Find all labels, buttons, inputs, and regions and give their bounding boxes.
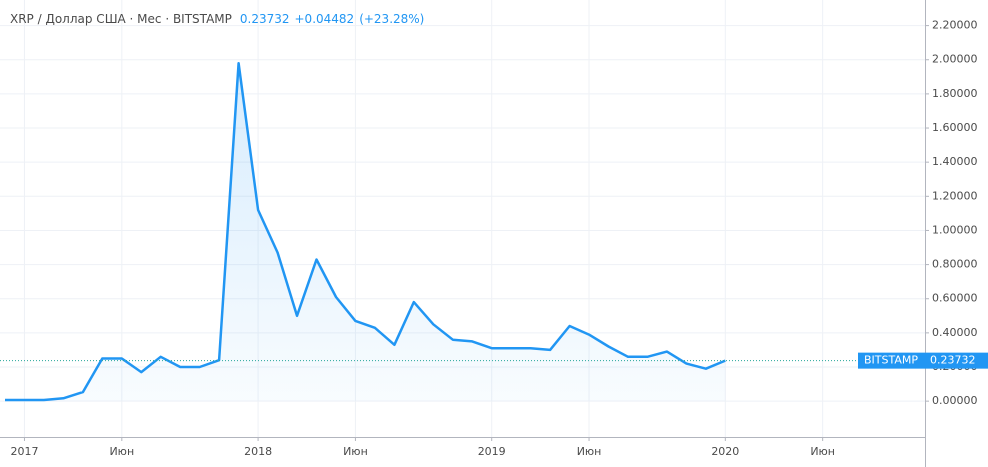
y-tick-label: 2.20000 xyxy=(932,19,978,32)
x-tick-label: 2017 xyxy=(10,445,38,458)
price-label-name: BITSTAMP xyxy=(864,354,918,367)
y-tick-label: 1.00000 xyxy=(932,223,978,236)
last-price: 0.23732 xyxy=(240,12,290,26)
x-tick-label: 2020 xyxy=(711,445,739,458)
y-tick-label: 1.40000 xyxy=(932,155,978,168)
x-tick-label: Июн xyxy=(577,445,602,458)
y-tick-label: 0.60000 xyxy=(932,292,978,305)
x-tick-label: 2018 xyxy=(244,445,272,458)
x-tick-label: 2019 xyxy=(478,445,506,458)
price-label-value: 0.23732 xyxy=(930,354,976,367)
change: +0.04482 xyxy=(295,12,355,26)
price-label-box xyxy=(858,352,988,369)
price-label: BITSTAMP 0.23732 xyxy=(858,352,988,369)
y-tick-label: 0.80000 xyxy=(932,258,978,271)
header: XRP / Доллар США · Мес · BITSTAMP 0.23732… xyxy=(10,12,424,26)
area xyxy=(5,63,726,402)
axes: 0.000000.200000.400000.600000.800001.000… xyxy=(10,19,977,458)
chart-title: XRP / Доллар США · Мес · BITSTAMP xyxy=(10,12,232,26)
x-tick-label: Июн xyxy=(343,445,368,458)
y-tick-label: 0.00000 xyxy=(932,394,978,407)
y-tick-label: 2.00000 xyxy=(932,53,978,66)
x-tick-label: Июн xyxy=(109,445,134,458)
x-tick-label: Июн xyxy=(810,445,835,458)
plot xyxy=(0,61,925,402)
y-tick-label: 1.80000 xyxy=(932,87,978,100)
y-tick-label: 0.40000 xyxy=(932,326,978,339)
y-tick-label: 1.60000 xyxy=(932,121,978,134)
y-tick-label: 1.20000 xyxy=(932,189,978,202)
change-pct: (+23.28%) xyxy=(359,12,424,26)
line xyxy=(5,61,726,402)
